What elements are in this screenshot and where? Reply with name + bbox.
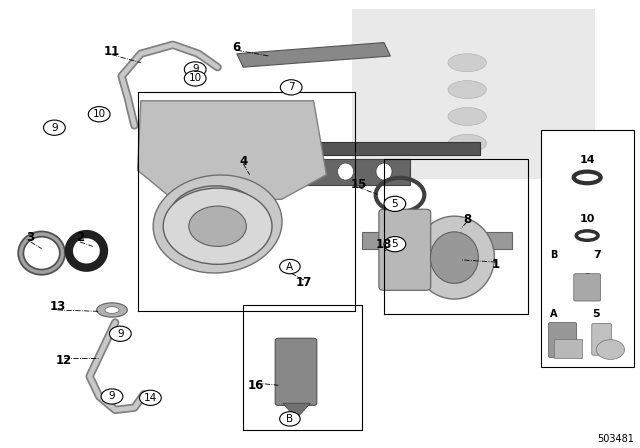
Ellipse shape <box>448 134 486 152</box>
Text: A: A <box>286 262 294 271</box>
FancyBboxPatch shape <box>379 209 431 290</box>
FancyBboxPatch shape <box>548 323 577 358</box>
Circle shape <box>184 62 206 77</box>
Text: 9: 9 <box>583 273 591 283</box>
Ellipse shape <box>448 54 486 72</box>
FancyBboxPatch shape <box>352 9 595 179</box>
Text: 9: 9 <box>51 123 58 133</box>
FancyBboxPatch shape <box>227 159 410 185</box>
Circle shape <box>101 389 123 404</box>
FancyBboxPatch shape <box>301 142 480 155</box>
Ellipse shape <box>376 163 392 180</box>
Ellipse shape <box>415 216 495 299</box>
FancyBboxPatch shape <box>275 338 317 405</box>
Polygon shape <box>237 43 390 67</box>
Circle shape <box>189 206 246 246</box>
Text: 15: 15 <box>350 178 367 191</box>
Text: 17: 17 <box>296 276 312 289</box>
Ellipse shape <box>248 163 264 180</box>
Ellipse shape <box>153 175 282 273</box>
Text: 7: 7 <box>288 82 294 92</box>
Circle shape <box>596 340 625 359</box>
Ellipse shape <box>105 306 119 314</box>
Circle shape <box>163 188 272 264</box>
Text: 3: 3 <box>27 231 35 244</box>
Text: 10: 10 <box>189 73 202 83</box>
Text: 5: 5 <box>392 199 398 209</box>
Text: 10: 10 <box>93 109 106 119</box>
FancyBboxPatch shape <box>362 232 512 249</box>
Ellipse shape <box>448 108 486 125</box>
Ellipse shape <box>170 186 259 244</box>
Text: 10: 10 <box>579 214 595 224</box>
Circle shape <box>184 71 206 86</box>
Text: 4: 4 <box>239 155 247 168</box>
Text: 16: 16 <box>248 379 264 392</box>
Circle shape <box>280 412 300 426</box>
Ellipse shape <box>430 232 479 284</box>
Text: 6: 6 <box>233 40 241 54</box>
Text: 8: 8 <box>463 213 471 226</box>
Ellipse shape <box>292 163 308 180</box>
FancyBboxPatch shape <box>574 274 600 301</box>
Text: 1: 1 <box>492 258 500 271</box>
Polygon shape <box>283 403 310 419</box>
Circle shape <box>280 259 300 274</box>
Circle shape <box>280 80 302 95</box>
Ellipse shape <box>97 303 127 317</box>
Text: 5: 5 <box>392 239 398 249</box>
Circle shape <box>44 120 65 135</box>
Text: 14: 14 <box>579 155 595 164</box>
Text: A: A <box>550 310 558 319</box>
Polygon shape <box>554 339 582 358</box>
Circle shape <box>140 390 161 405</box>
Text: 12: 12 <box>56 354 72 367</box>
Text: 9: 9 <box>192 65 198 74</box>
Circle shape <box>384 237 406 252</box>
Circle shape <box>384 196 406 211</box>
Ellipse shape <box>338 163 354 180</box>
Text: 7: 7 <box>594 250 602 260</box>
Text: 18: 18 <box>376 237 392 251</box>
Circle shape <box>109 326 131 341</box>
Text: 9: 9 <box>117 329 124 339</box>
Polygon shape <box>138 101 326 199</box>
Text: B: B <box>286 414 294 424</box>
Text: 11: 11 <box>104 45 120 58</box>
Text: 503481: 503481 <box>596 434 634 444</box>
Text: 14: 14 <box>144 393 157 403</box>
Text: 9: 9 <box>109 392 115 401</box>
Text: B: B <box>550 250 558 260</box>
FancyBboxPatch shape <box>592 323 612 355</box>
Ellipse shape <box>448 81 486 99</box>
Text: 2: 2 <box>76 231 84 244</box>
Text: 5: 5 <box>592 310 600 319</box>
FancyBboxPatch shape <box>541 130 634 367</box>
Circle shape <box>88 107 110 122</box>
Text: 13: 13 <box>49 300 66 314</box>
